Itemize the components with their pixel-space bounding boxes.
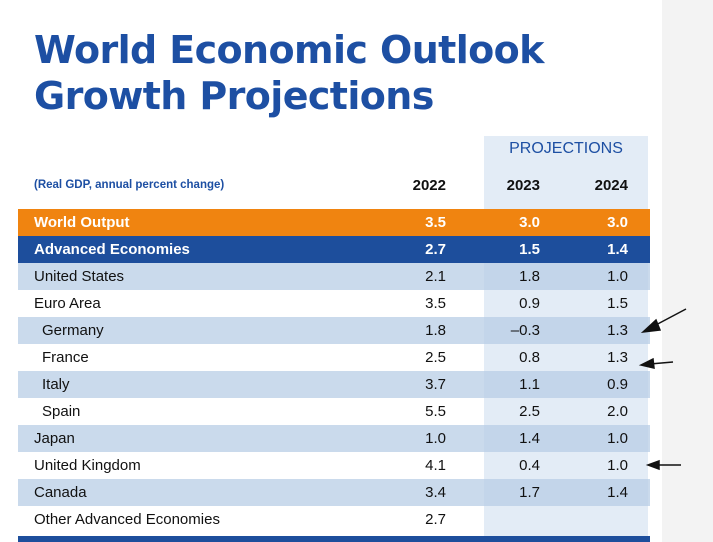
cell-value: 3.0: [519, 214, 540, 231]
cell-value: 1.5: [519, 241, 540, 258]
row-label: Canada: [34, 484, 87, 501]
cell-value: 2.5: [425, 349, 446, 366]
projections-label: PROJECTIONS: [509, 140, 623, 157]
cell-value: 3.7: [425, 376, 446, 393]
row-label: United Kingdom: [34, 457, 141, 474]
cell-value: 0.4: [519, 457, 540, 474]
row-label: Japan: [34, 430, 75, 447]
table-row: World Output 3.5 3.0 3.0: [18, 209, 650, 236]
arrowhead: [638, 357, 655, 369]
subtitle: (Real GDP, annual percent change): [34, 179, 225, 191]
cell-value: 1.7: [519, 484, 540, 501]
table-row: Japan 1.0 1.4 1.0: [18, 425, 650, 452]
cell-value: 2.7: [425, 241, 446, 258]
cell-value: 1.1: [519, 376, 540, 393]
cell-value: 1.3: [607, 349, 628, 366]
column-header: 2023: [506, 177, 540, 194]
column-header: 2022: [412, 177, 446, 194]
row-label: Advanced Economies: [34, 241, 190, 258]
cell-value: 3.5: [425, 214, 446, 231]
cell-value: 1.5: [607, 295, 628, 312]
cell-value: 1.4: [607, 241, 628, 258]
title: Growth Projections: [34, 74, 434, 118]
row-label: World Output: [34, 214, 130, 231]
table-row: Advanced Economies 2.7 1.5 1.4: [18, 236, 650, 263]
cell-value: 0.9: [519, 295, 540, 312]
cell-value: 2.7: [425, 511, 446, 528]
table-row: Italy 3.7 1.1 0.9: [18, 371, 650, 398]
row-label: Germany: [42, 322, 104, 339]
row-label: United States: [34, 268, 125, 285]
table-row: Other Advanced Economies 2.7: [18, 506, 650, 533]
table-row: France 2.5 0.8 1.3: [18, 344, 650, 371]
cell-value: –0.3: [510, 322, 540, 339]
table-row: United Kingdom 4.1 0.4 1.0: [18, 452, 650, 479]
bottom-bar: [18, 536, 650, 542]
side-strip: [662, 0, 713, 542]
cell-value: 2.1: [425, 268, 446, 285]
cell-value: 2.0: [607, 403, 628, 420]
row-label: Other Advanced Economies: [34, 511, 220, 528]
table-row: Spain 5.5 2.5 2.0: [18, 398, 650, 425]
cell-value: 2.5: [519, 403, 540, 420]
table-row: United States 2.1 1.8 1.0: [18, 263, 650, 290]
cell-value: 5.5: [425, 403, 446, 420]
cell-value: 3.4: [425, 484, 446, 501]
cell-value: 4.1: [425, 457, 446, 474]
arrowhead: [645, 459, 660, 471]
cell-value: 1.8: [425, 322, 446, 339]
row-label: Spain: [42, 403, 81, 420]
table-row: Canada 3.4 1.7 1.4: [18, 479, 650, 506]
cell-value: 1.0: [607, 430, 628, 447]
cell-value: 1.4: [607, 484, 628, 501]
cell-value: 1.0: [607, 268, 628, 285]
row-label: France: [42, 349, 89, 366]
table-row: Euro Area 3.5 0.9 1.5: [18, 290, 650, 317]
table-row: Germany 1.8 –0.3 1.3: [18, 317, 650, 344]
title: World Economic Outlook: [34, 28, 544, 72]
row-label: Italy: [42, 376, 70, 393]
cell-value: 0.9: [607, 376, 628, 393]
cell-value: 0.8: [519, 349, 540, 366]
cell-value: 1.8: [519, 268, 540, 285]
cell-value: 3.0: [607, 214, 628, 231]
cell-value: 1.4: [519, 430, 540, 447]
cell-value: 3.5: [425, 295, 446, 312]
cell-value: 1.0: [425, 430, 446, 447]
column-header: 2024: [594, 177, 628, 194]
cell-value: 1.0: [607, 457, 628, 474]
cell-value: 1.3: [607, 322, 628, 339]
row-label: Euro Area: [34, 295, 101, 312]
arrowhead: [640, 318, 662, 334]
